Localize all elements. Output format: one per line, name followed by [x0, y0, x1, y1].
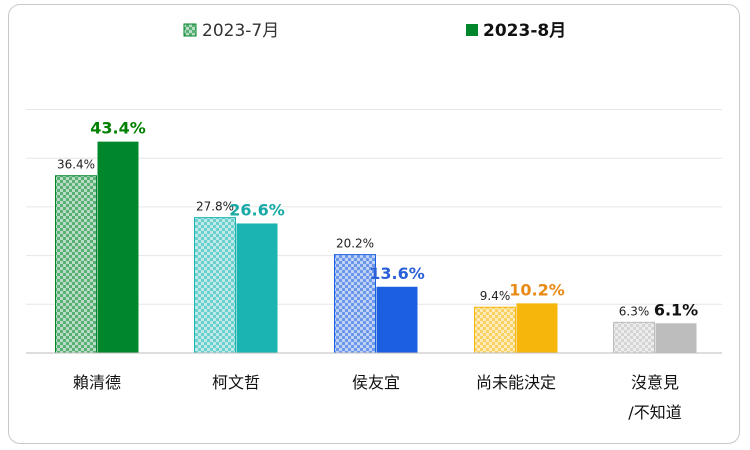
- bar-aug-1: [97, 141, 139, 353]
- value-label-aug-2: 26.6%: [229, 200, 285, 219]
- legend-swatch-aug: [466, 24, 478, 36]
- category-label-3: 侯友宜: [352, 373, 400, 392]
- category-label-1: 賴清德: [73, 373, 121, 392]
- bar-jul-2: [194, 217, 236, 354]
- bar-aug-2: [236, 223, 278, 353]
- category-label-4: 尚未能決定: [476, 373, 556, 392]
- value-label-aug-1: 43.4%: [90, 119, 146, 138]
- legend-label-jul: 2023-7月: [202, 21, 279, 41]
- bar-aug-3: [376, 286, 418, 353]
- value-label-jul-2: 27.8%: [196, 200, 234, 214]
- bar-jul-5: [613, 321, 655, 354]
- bars: [55, 141, 697, 354]
- value-label-jul-3: 20.2%: [336, 237, 374, 251]
- bar-aug-4: [516, 303, 558, 353]
- value-label-aug-4: 10.2%: [509, 280, 565, 299]
- value-labels: 36.4% 43.4% 27.8%26.6% 20.2% 13.6% 9.4%10.2% 6…: [57, 119, 698, 320]
- bar-aug-5: [655, 323, 697, 353]
- value-label-jul-1: 36.4%: [57, 158, 95, 172]
- legend-label-aug: 2023-8月: [483, 21, 566, 41]
- category-label-5: 沒意見: [631, 373, 679, 392]
- bar-jul-4: [474, 306, 516, 354]
- bar-jul-1: [55, 175, 97, 354]
- category-label-2: 柯文哲: [212, 373, 260, 392]
- value-label-aug-3: 13.6%: [369, 264, 425, 283]
- legend: 2023-7月 2023-8月: [183, 21, 566, 41]
- category-labels: 賴清德 柯文哲 侯友宜 尚未能決定 沒意見 /不知道: [73, 373, 682, 422]
- legend-swatch-jul: [183, 23, 197, 37]
- value-label-jul-4: 9.4%: [480, 289, 511, 303]
- category-label-5-line2: /不知道: [628, 403, 681, 422]
- value-label-jul-5: 6.3%: [619, 304, 650, 318]
- value-label-aug-5: 6.1%: [654, 300, 698, 319]
